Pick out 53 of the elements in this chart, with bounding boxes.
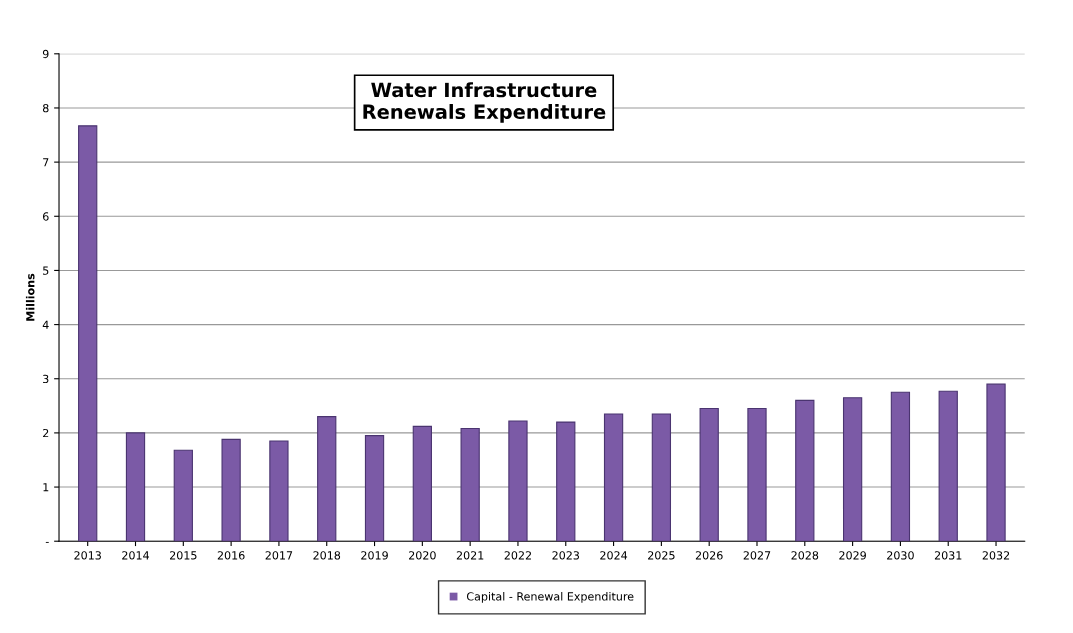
bar [364,435,385,542]
bar [317,416,337,542]
bar [795,399,815,542]
x-tick-label: 2029 [839,551,866,560]
y-tick-label: 2 [43,428,49,438]
x-tick-label: 2024 [600,551,628,560]
x-tick-label: 2015 [169,551,197,560]
bar [173,449,193,542]
bar [78,125,98,542]
bar [269,440,289,542]
bar [938,390,958,542]
x-tick-label: 2021 [456,551,484,560]
y-tick-label: 4 [42,320,49,329]
x-tick-label: 2016 [217,551,245,560]
bar [508,420,528,542]
bar [221,438,241,542]
x-tick-label: 2020 [409,551,436,560]
x-tick-label: 2027 [743,551,771,560]
x-tick-label: 2018 [313,551,341,560]
x-tick-label: 2019 [361,551,388,560]
x-tick-label: 2028 [791,551,819,560]
x-tick-label: 2025 [648,551,675,560]
bar [699,407,719,542]
bar [125,432,146,542]
y-tick-label: - [45,541,49,543]
x-tick-label: 2030 [887,551,914,560]
y-tick-label: 3 [43,374,49,384]
bar [412,425,432,542]
y-tick-label: 7 [43,158,49,167]
bar [986,383,1006,542]
x-tick-label: 2022 [504,551,531,560]
y-tick-label: 5 [43,266,49,275]
y-tick-label: 8 [42,103,49,113]
text: Water Infrastructure Renewals Expenditure [363,82,606,123]
bar [842,397,863,542]
x-tick-label: 2026 [695,551,723,560]
x-tick-label: 2032 [982,551,1010,560]
y-tick-label: 9 [42,49,49,59]
x-tick-label: 2023 [552,551,580,560]
x-tick-label: 2014 [122,551,150,560]
x-tick-label: 2017 [265,551,293,560]
x-tick-label: 2031 [934,551,962,560]
bar [556,421,576,542]
y-tick-label: 6 [43,212,49,221]
bar [747,407,767,542]
bar [460,428,480,542]
x-tick-label: 2013 [74,551,101,560]
bar [651,413,672,542]
y-axis-title: Millions [25,273,35,321]
y-tick-label: 1 [43,483,49,492]
bar [890,391,911,542]
bar [603,413,624,542]
legend-label: Capital - Renewal Expenditure [466,592,634,603]
